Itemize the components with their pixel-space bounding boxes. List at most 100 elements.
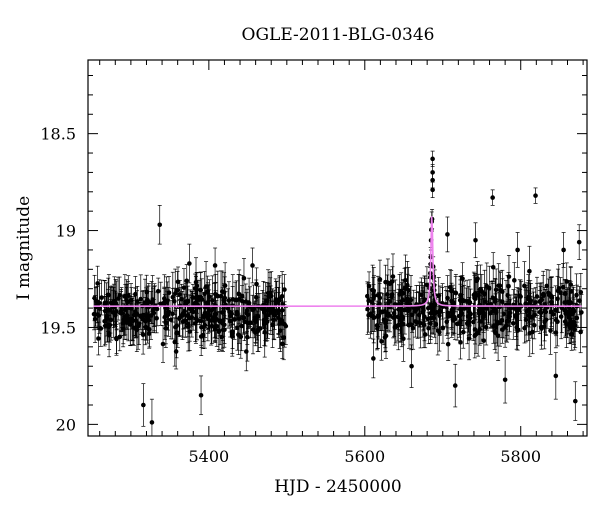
data-marker (238, 334, 244, 340)
data-point (202, 271, 207, 317)
data-marker (104, 300, 109, 306)
data-point (185, 302, 191, 352)
data-marker (438, 309, 443, 315)
data-point (576, 224, 582, 260)
data-marker (102, 318, 107, 324)
data-point (378, 292, 383, 332)
data-point (104, 282, 109, 324)
data-point (149, 398, 155, 437)
data-marker (501, 311, 507, 317)
data-marker (578, 329, 583, 335)
data-point (276, 298, 281, 338)
data-marker (268, 306, 273, 311)
data-marker (416, 312, 422, 318)
data-marker (561, 247, 566, 253)
data-point (461, 284, 467, 333)
data-point (445, 291, 450, 335)
data-marker (371, 288, 377, 294)
data-marker (118, 310, 124, 316)
data-point (573, 381, 578, 421)
data-marker (378, 309, 383, 315)
data-marker (498, 287, 503, 293)
data-point (97, 282, 102, 334)
data-marker (466, 309, 472, 315)
data-point (198, 296, 204, 346)
data-point (173, 333, 179, 370)
data-marker (422, 332, 428, 337)
data-marker (466, 336, 472, 341)
data-point (375, 308, 380, 349)
data-marker (397, 315, 403, 320)
data-marker (384, 292, 390, 297)
data-point (129, 298, 135, 341)
data-point (501, 289, 507, 339)
data-marker (542, 319, 547, 325)
data-marker (523, 301, 528, 307)
data-marker (174, 330, 179, 336)
data-point (229, 299, 234, 328)
data-marker (232, 317, 237, 322)
data-marker (483, 306, 489, 311)
data-marker (511, 278, 517, 283)
data-point (135, 303, 141, 350)
data-point (219, 323, 225, 351)
data-point (123, 284, 128, 336)
data-marker (381, 317, 387, 323)
data-marker (180, 319, 186, 325)
data-point (539, 307, 544, 350)
data-point (170, 271, 176, 323)
data-marker (573, 398, 578, 404)
data-marker (113, 300, 118, 306)
data-marker (198, 392, 204, 398)
data-point (177, 280, 183, 309)
data-marker (419, 292, 424, 298)
y-tick-label: 19 (56, 222, 76, 241)
data-marker (368, 311, 373, 316)
data-marker (120, 321, 126, 326)
data-point (408, 274, 414, 325)
data-marker (401, 336, 406, 342)
data-marker (382, 335, 388, 340)
data-point (215, 270, 221, 322)
data-marker (170, 294, 176, 300)
data-point (366, 271, 372, 301)
data-marker (92, 316, 98, 322)
data-point (209, 308, 215, 344)
data-marker (106, 324, 112, 330)
data-point (250, 247, 255, 284)
data-point (430, 150, 435, 167)
data-point (184, 264, 190, 298)
y-tick-label: 20 (56, 415, 76, 434)
data-marker (562, 319, 568, 324)
data-point (273, 278, 279, 321)
data-marker (193, 316, 199, 321)
data-marker (453, 290, 459, 296)
data-marker (473, 237, 478, 243)
data-marker (165, 312, 171, 318)
data-point (553, 285, 558, 335)
data-marker (564, 309, 570, 315)
data-point (507, 298, 513, 327)
data-marker (150, 308, 156, 313)
data-point (515, 232, 520, 268)
data-marker (177, 315, 183, 321)
data-marker (579, 310, 584, 315)
data-marker (448, 288, 454, 294)
data-point (558, 294, 564, 340)
data-marker (225, 306, 231, 311)
data-point (122, 274, 128, 319)
data-point (379, 322, 384, 361)
data-point (157, 205, 163, 245)
data-point (118, 294, 124, 333)
data-marker (242, 319, 247, 325)
data-marker (472, 295, 477, 301)
data-point (495, 307, 501, 337)
data-point (241, 258, 247, 299)
data-marker (560, 284, 566, 290)
data-point (368, 288, 373, 339)
data-marker (466, 319, 472, 324)
data-marker (97, 306, 102, 311)
data-marker (472, 327, 478, 332)
data-marker (187, 315, 193, 321)
